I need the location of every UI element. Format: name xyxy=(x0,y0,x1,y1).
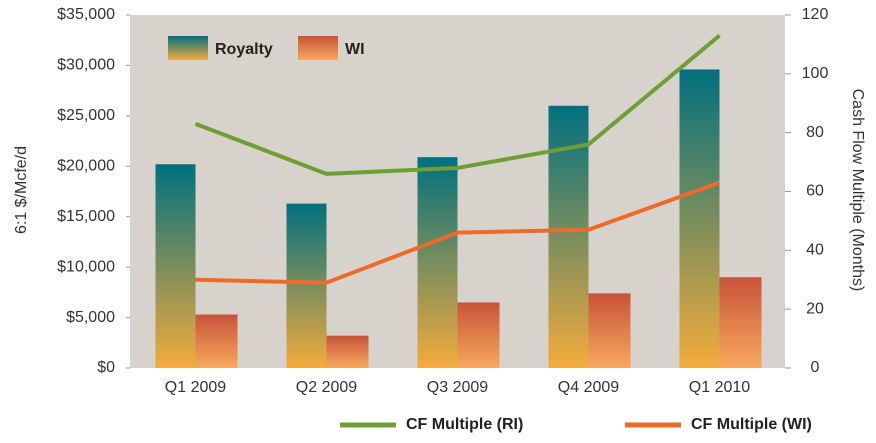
y2-tick-label: 0 xyxy=(811,359,820,376)
bar xyxy=(195,314,238,368)
legend-swatch xyxy=(298,36,338,60)
y-tick-label: $0 xyxy=(97,359,115,376)
y2-tick-label: 20 xyxy=(806,300,824,317)
legend-swatch xyxy=(168,36,208,60)
x-tick-label: Q3 2009 xyxy=(427,379,488,396)
y2-axis-title: Cash Flow Multiple (Months) xyxy=(849,89,866,292)
legend-label: WI xyxy=(345,41,365,58)
x-tick-label: Q4 2009 xyxy=(558,379,619,396)
bar xyxy=(457,302,500,368)
y-axis-title: 6:1 $/Mcfe/d xyxy=(13,146,30,234)
x-tick-label: Q1 2010 xyxy=(689,379,750,396)
x-tick-label: Q2 2009 xyxy=(296,379,357,396)
bar xyxy=(155,164,196,368)
y2-tick-label: 60 xyxy=(806,183,824,200)
bar xyxy=(719,277,762,368)
bar xyxy=(588,293,631,368)
y2-tick-label: 80 xyxy=(806,124,824,141)
line xyxy=(195,180,721,285)
legend-label: CF Multiple (RI) xyxy=(406,416,523,433)
bar xyxy=(326,335,369,368)
legend-label: Royalty xyxy=(215,41,273,58)
y-tick-label: $35,000 xyxy=(57,6,115,23)
y2-tick-label: 120 xyxy=(802,6,829,23)
y-tick-label: $5,000 xyxy=(66,309,115,326)
y-tick-label: $30,000 xyxy=(57,57,115,74)
y2-tick-label: 40 xyxy=(806,242,824,259)
bar xyxy=(286,203,327,368)
line xyxy=(194,34,721,176)
y-tick-label: $20,000 xyxy=(57,158,115,175)
bar xyxy=(417,157,458,368)
y-tick-label: $25,000 xyxy=(57,107,115,124)
y-tick-label: $10,000 xyxy=(57,258,115,275)
y-tick-label: $15,000 xyxy=(57,208,115,225)
bar xyxy=(679,69,720,368)
y2-tick-label: 100 xyxy=(802,65,829,82)
x-tick-label: Q1 2009 xyxy=(165,379,226,396)
legend-label: CF Multiple (WI) xyxy=(691,416,812,433)
